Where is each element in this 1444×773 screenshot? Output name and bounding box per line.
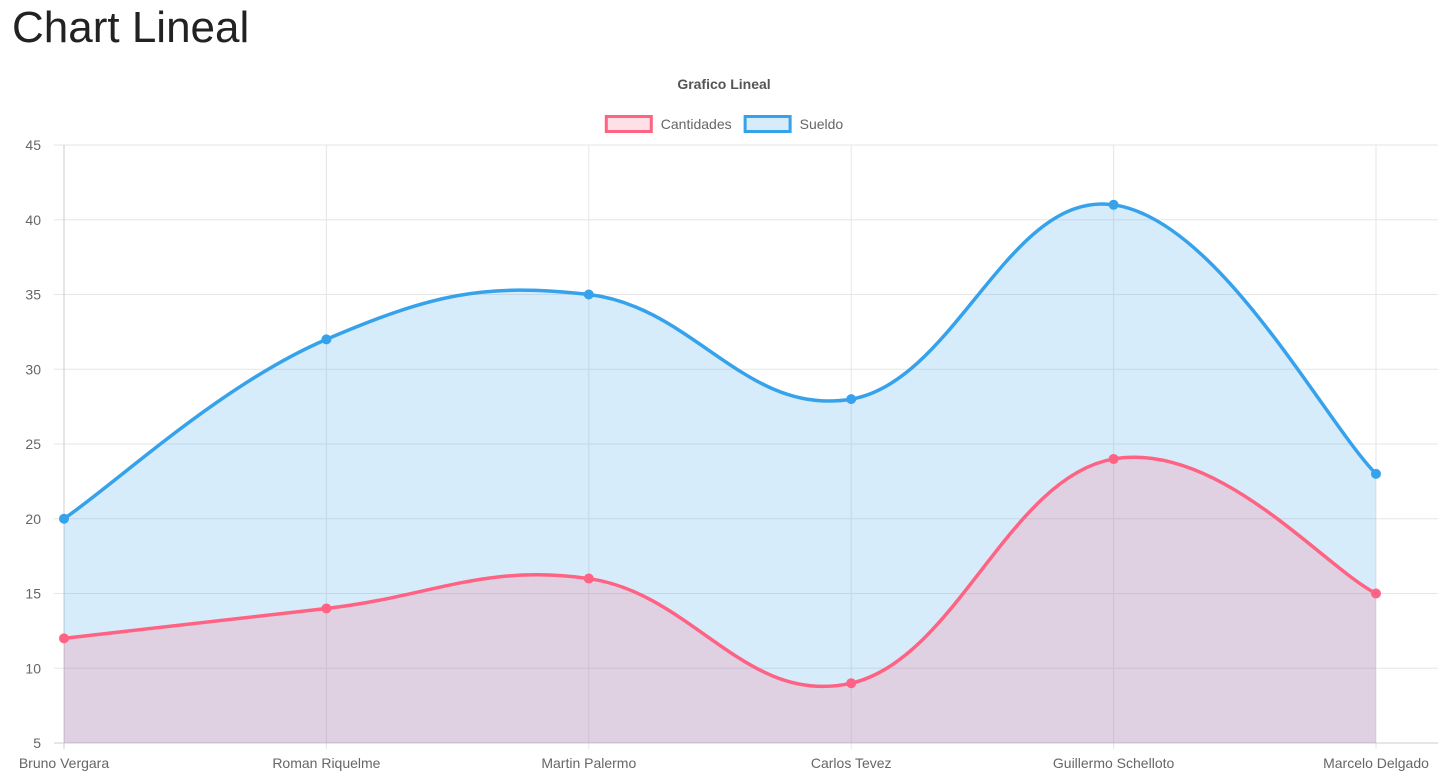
data-point-cantidades[interactable]: [321, 603, 332, 614]
data-point-sueldo[interactable]: [1371, 468, 1381, 479]
data-point-sueldo[interactable]: [59, 513, 69, 524]
data-point-sueldo[interactable]: [321, 334, 332, 345]
series-line-cantidades: [63, 455, 1377, 689]
y-tick-label: 35: [25, 287, 41, 303]
series-points: [59, 199, 1381, 689]
y-tick-label: 30: [25, 361, 41, 377]
y-tick-label: 25: [25, 436, 41, 452]
legend-item-cantidades[interactable]: Cantidades: [604, 115, 732, 133]
y-tick-label: 20: [25, 511, 41, 527]
data-point-cantidades[interactable]: [1108, 453, 1119, 464]
x-tick-label: Carlos Tevez: [811, 755, 892, 771]
x-tick-label: Roman Riquelme: [272, 755, 380, 771]
chart-grid: [54, 144, 1438, 749]
x-tick-label: Martin Palermo: [541, 755, 636, 771]
legend-label: Sueldo: [800, 116, 844, 132]
data-point-cantidades[interactable]: [59, 633, 69, 644]
y-tick-label: 15: [25, 586, 41, 602]
y-tick-label: 5: [33, 735, 41, 751]
legend-swatch: [743, 115, 792, 133]
series-fills: [64, 203, 1376, 744]
x-tick-label: Bruno Vergara: [19, 755, 109, 771]
page-title: Chart Lineal: [12, 3, 250, 52]
series-lines: [63, 202, 1378, 689]
data-point-cantidades[interactable]: [583, 573, 594, 584]
series-fill-sueldo: [64, 203, 1376, 744]
legend-swatch: [604, 115, 653, 133]
y-tick-label: 45: [25, 137, 41, 153]
data-point-sueldo[interactable]: [1108, 199, 1119, 210]
legend-item-sueldo[interactable]: Sueldo: [743, 115, 844, 133]
y-axis-ticks: 5 10 15 20 25 30 35 40 45: [25, 137, 41, 751]
chart-legend: Cantidades Sueldo: [604, 115, 844, 133]
legend-label: Cantidades: [661, 116, 732, 132]
data-point-sueldo[interactable]: [583, 289, 594, 300]
x-tick-label: Marcelo Delgado: [1323, 755, 1429, 771]
series-line-sueldo: [63, 202, 1378, 521]
data-point-cantidades[interactable]: [846, 678, 857, 689]
x-axis-ticks: Bruno Vergara Roman Riquelme Martin Palerm…: [19, 755, 1429, 771]
series-fill-cantidades: [64, 457, 1376, 743]
x-tick-label: Guillermo Schelloto: [1053, 755, 1175, 771]
data-point-cantidades[interactable]: [1371, 588, 1381, 599]
data-point-sueldo[interactable]: [846, 394, 857, 405]
y-tick-label: 40: [25, 212, 41, 228]
chart-title: Grafico Lineal: [677, 76, 770, 92]
y-tick-label: 10: [25, 660, 41, 676]
